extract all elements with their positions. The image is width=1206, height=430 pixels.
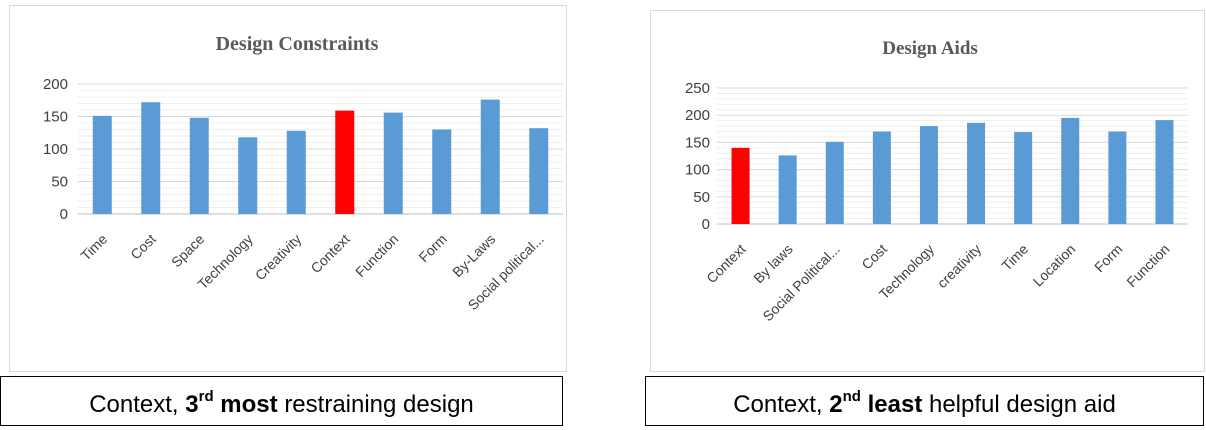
chart-title: Design Aids bbox=[882, 38, 978, 59]
caption-ordinal-suffix: nd bbox=[842, 388, 861, 405]
bar-creativity bbox=[286, 130, 306, 214]
x-tick-label-context: Context bbox=[703, 241, 749, 287]
bar-context bbox=[335, 110, 355, 214]
bar-by-laws bbox=[778, 155, 797, 224]
bar-technology bbox=[238, 137, 258, 214]
bar-cost bbox=[872, 131, 891, 224]
bar-location bbox=[1061, 117, 1080, 224]
bar-creativity bbox=[967, 122, 986, 224]
caption-ordinal-suffix: rd bbox=[198, 388, 214, 405]
bar-form bbox=[1108, 131, 1127, 224]
chart-title: Design Constraints bbox=[216, 33, 379, 55]
y-tick-label: 200 bbox=[685, 107, 710, 124]
y-tick-label: 0 bbox=[702, 216, 710, 233]
caption-rest: restraining design bbox=[284, 391, 474, 418]
bar-form bbox=[432, 129, 452, 214]
x-tick-label-location: Location bbox=[1030, 241, 1079, 290]
design-aids-chart: Design Aids 0 50 100 150 200 250 Context By laws… bbox=[685, 38, 1188, 324]
bar-cost bbox=[141, 102, 161, 214]
bar-social-political bbox=[529, 128, 549, 214]
bar-social-political bbox=[825, 141, 844, 224]
bar-space bbox=[189, 117, 209, 214]
caption-rest: helpful design aid bbox=[928, 391, 1116, 418]
caption-ordinal: 2 bbox=[829, 391, 843, 418]
y-tick-label: 0 bbox=[60, 206, 68, 223]
y-tick-label: 50 bbox=[693, 189, 710, 206]
caption-prefix: Context, bbox=[89, 391, 186, 418]
caption-prefix: Context, bbox=[733, 391, 830, 418]
y-tick-label: 150 bbox=[43, 109, 68, 126]
aids-caption: Context, 2nd least helpful design aid bbox=[645, 376, 1204, 426]
caption-bold-word: least bbox=[867, 391, 923, 418]
x-tick-label-form: Form bbox=[1091, 241, 1125, 275]
bar-by-laws bbox=[480, 99, 500, 214]
x-tick-label-creativity: creativity bbox=[934, 241, 984, 291]
bar-time bbox=[92, 115, 112, 214]
y-tick-label: 150 bbox=[685, 134, 710, 151]
y-tick-label: 250 bbox=[685, 80, 710, 97]
x-tick-label-cost: Cost bbox=[858, 241, 890, 273]
bar-function bbox=[383, 112, 403, 214]
bar-function bbox=[1155, 120, 1174, 224]
caption-bold-word: most bbox=[220, 391, 278, 418]
x-tick-label-by-laws: By laws bbox=[750, 241, 795, 286]
x-tick-label-function: Function bbox=[1123, 241, 1172, 290]
constraints-caption: Context, 3rd most restraining design bbox=[0, 376, 563, 426]
y-tick-label: 50 bbox=[51, 174, 68, 191]
bar-technology bbox=[919, 126, 938, 224]
y-tick-label: 100 bbox=[43, 141, 68, 158]
y-tick-label: 100 bbox=[685, 162, 710, 179]
y-tick-label: 200 bbox=[43, 76, 68, 93]
bar-context bbox=[731, 147, 750, 224]
bar-time bbox=[1014, 132, 1033, 224]
caption-ordinal: 3 bbox=[185, 391, 199, 418]
x-tick-label-time: Time bbox=[998, 241, 1031, 274]
